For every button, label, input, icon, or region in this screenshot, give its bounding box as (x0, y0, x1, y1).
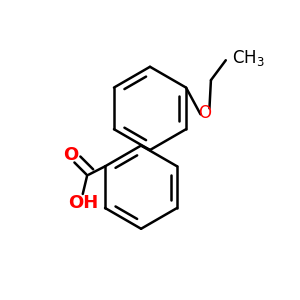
Text: OH: OH (68, 194, 98, 212)
Text: O: O (63, 146, 79, 164)
Text: CH$_3$: CH$_3$ (232, 48, 265, 68)
Text: O: O (199, 104, 212, 122)
